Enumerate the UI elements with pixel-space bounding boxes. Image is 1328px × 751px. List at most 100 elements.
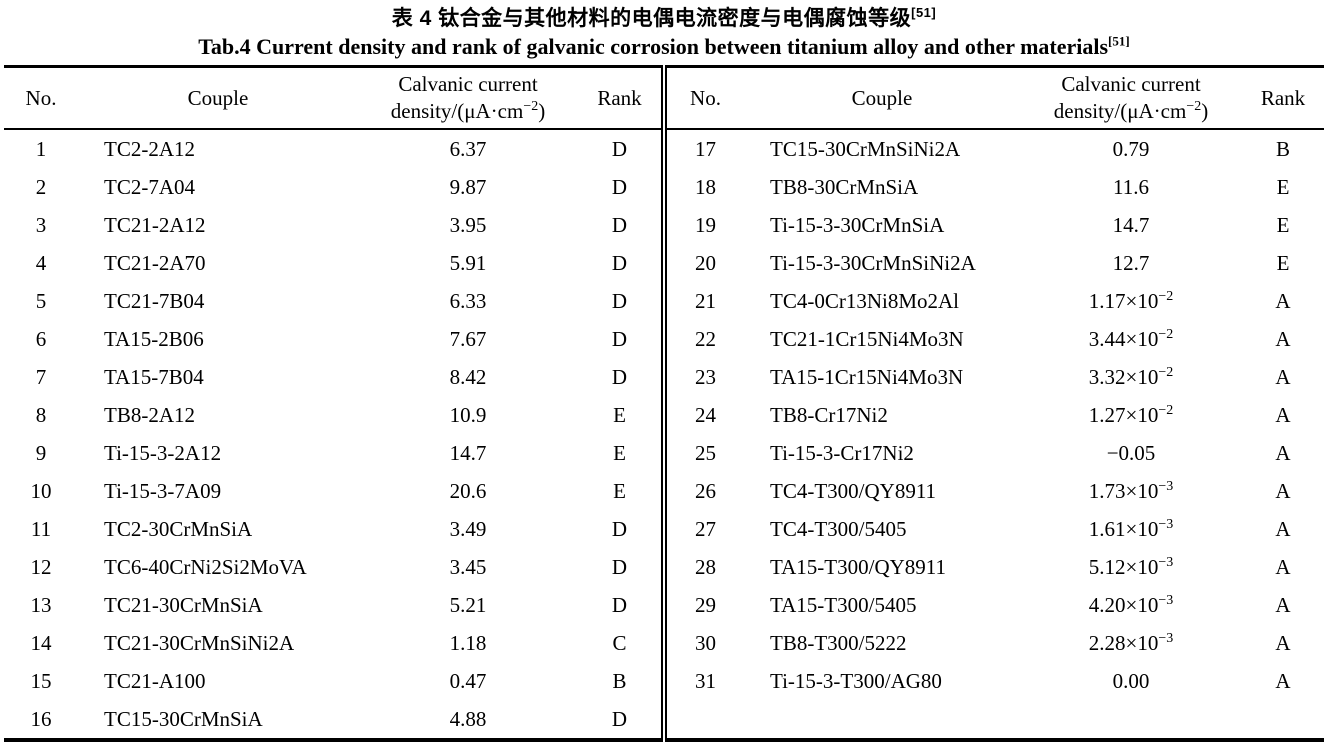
left-rank-cell: D [611, 592, 628, 617]
table-row: 8 TB8-2A12 10.9 E 24 TB8-Cr17Ni2 1.27×10−2 A [4, 396, 1324, 434]
header-couple-right: Couple [744, 66, 1020, 130]
header-no-right: No. [661, 66, 744, 130]
table-row: 1 TC2-2A12 6.37 D 17 TC15-30CrMnSiNi2A 0.79 B [4, 129, 1324, 168]
left-rank-cell: D [611, 174, 628, 199]
right-density-cell: 3.44×10−2 [1088, 326, 1174, 351]
right-rank-cell: A [1275, 516, 1291, 541]
right-no-cell: 25 [661, 434, 744, 472]
left-rank-cell: B [612, 668, 627, 693]
left-couple-cell: TC21-2A12 [104, 212, 206, 237]
left-no-cell: 3 [35, 212, 47, 237]
left-couple-cell: TC21-2A70 [104, 250, 206, 275]
left-no-cell: 15 [30, 668, 52, 693]
right-no-cell: 17 [661, 129, 744, 168]
left-density-cell: 14.7 [449, 440, 487, 465]
right-density-cell [1020, 700, 1242, 740]
density-unit-exponent: −2 [523, 99, 539, 114]
left-couple-cell: TC21-30CrMnSiA [104, 592, 263, 617]
right-couple-cell: TC21-1Cr15Ni4Mo3N [770, 326, 964, 351]
left-rank-cell: D [611, 326, 628, 351]
left-no-cell: 12 [30, 554, 52, 579]
table-row: 4 TC21-2A70 5.91 D 20 Ti-15-3-30CrMnSiNi2A 12.… [4, 244, 1324, 282]
right-no-cell: 27 [661, 510, 744, 548]
left-no-cell: 2 [35, 174, 47, 199]
right-couple-cell [744, 700, 1020, 740]
right-rank-cell: A [1275, 630, 1291, 655]
right-couple-cell: TC4-T300/QY8911 [770, 478, 937, 503]
right-no-cell: 30 [661, 624, 744, 662]
table-row: 13 TC21-30CrMnSiA 5.21 D 29 TA15-T300/5405 4.2… [4, 586, 1324, 624]
right-density-cell: 1.73×10−3 [1088, 478, 1174, 503]
left-density-cell: 6.33 [449, 288, 487, 313]
table-caption-zh: 表 4 钛合金与其他材料的电偶电流密度与电偶腐蚀等级[51] [0, 0, 1328, 32]
right-couple-cell: TC4-0Cr13Ni8Mo2Al [770, 288, 959, 313]
left-no-cell: 13 [30, 592, 52, 617]
left-no-cell: 9 [35, 440, 47, 465]
right-rank-cell: E [1276, 212, 1290, 237]
right-density-cell: 4.20×10−3 [1088, 592, 1174, 617]
right-density-cell: 1.61×10−3 [1088, 516, 1174, 541]
table-row: 16 TC15-30CrMnSiA 4.88 D [4, 700, 1324, 740]
table-row: 9 Ti-15-3-2A12 14.7 E 25 Ti-15-3-Cr17Ni2 −0.05… [4, 434, 1324, 472]
table-row: 14 TC21-30CrMnSiNi2A 1.18 C 30 TB8-T300/5222 2… [4, 624, 1324, 662]
left-no-cell: 16 [30, 706, 52, 731]
density-exponent: −2 [1158, 364, 1174, 380]
caption-en-citation: [51] [1108, 33, 1130, 49]
right-density-cell: −0.05 [1106, 440, 1156, 465]
right-density-cell: 11.6 [1113, 174, 1149, 199]
header-no-left: No. [4, 66, 78, 130]
right-couple-cell: Ti-15-3-T300/AG80 [770, 668, 942, 693]
right-rank-cell: A [1275, 554, 1291, 579]
right-density-cell: 2.28×10−3 [1088, 630, 1174, 655]
right-density-cell: 3.32×10−2 [1088, 364, 1174, 389]
left-couple-cell: TC2-30CrMnSiA [104, 516, 253, 541]
left-density-cell: 1.18 [449, 630, 487, 655]
right-rank-cell: A [1275, 326, 1291, 351]
right-density-cell: 0.79 [1112, 136, 1150, 161]
left-density-cell: 8.42 [449, 364, 487, 389]
right-couple-cell: TB8-30CrMnSiA [770, 174, 919, 199]
table-caption-en: Tab.4 Current density and rank of galvan… [0, 32, 1328, 61]
right-no-cell: 26 [661, 472, 744, 510]
right-density-cell: 0.00 [1112, 668, 1150, 693]
left-rank-cell: D [611, 136, 628, 161]
right-no-cell: 29 [661, 586, 744, 624]
right-rank-cell: A [1275, 592, 1291, 617]
left-density-cell: 6.37 [449, 136, 487, 161]
right-rank-cell: A [1275, 478, 1291, 503]
right-couple-cell: TA15-1Cr15Ni4Mo3N [770, 364, 964, 389]
density-exponent: −2 [1158, 402, 1174, 418]
density-unit-post: ) [538, 99, 546, 123]
header-rank-left: Rank [578, 66, 664, 130]
right-no-cell: 19 [661, 206, 744, 244]
table-row: 6 TA15-2B06 7.67 D 22 TC21-1Cr15Ni4Mo3N 3.44×1… [4, 320, 1324, 358]
right-no-cell [661, 700, 744, 740]
right-couple-cell: TB8-Cr17Ni2 [770, 402, 888, 427]
left-couple-cell: TC6-40CrNi2Si2MoVA [104, 554, 307, 579]
density-exponent: −3 [1158, 630, 1174, 646]
right-couple-cell: TC4-T300/5405 [770, 516, 907, 541]
density-exponent: −2 [1158, 288, 1174, 304]
density-exponent: −3 [1158, 554, 1174, 570]
left-no-cell: 6 [35, 326, 47, 351]
right-no-cell: 23 [661, 358, 744, 396]
density-header-line2: density/(μA·cm−2) [391, 99, 545, 123]
density-unit-exponent: −2 [1186, 99, 1202, 114]
right-rank-cell [1242, 700, 1324, 740]
left-density-cell: 3.49 [449, 516, 487, 541]
left-couple-cell: TC15-30CrMnSiA [104, 706, 263, 731]
right-couple-cell: TA15-T300/5405 [770, 592, 917, 617]
table-row: 15 TC21-A100 0.47 B 31 Ti-15-3-T300/AG80 0.00 A [4, 662, 1324, 700]
header-rank-right: Rank [1242, 66, 1324, 130]
density-unit-pre: density/(μA·cm [1053, 99, 1187, 123]
left-rank-cell: D [611, 250, 628, 275]
right-rank-cell: A [1275, 440, 1291, 465]
density-exponent: −2 [1158, 326, 1174, 342]
left-couple-cell: TA15-7B04 [104, 364, 204, 389]
left-density-cell: 5.91 [449, 250, 487, 275]
left-no-cell: 5 [35, 288, 47, 313]
left-rank-cell: E [613, 440, 626, 465]
table-row: 2 TC2-7A04 9.87 D 18 TB8-30CrMnSiA 11.6 E [4, 168, 1324, 206]
left-rank-cell: D [611, 554, 628, 579]
